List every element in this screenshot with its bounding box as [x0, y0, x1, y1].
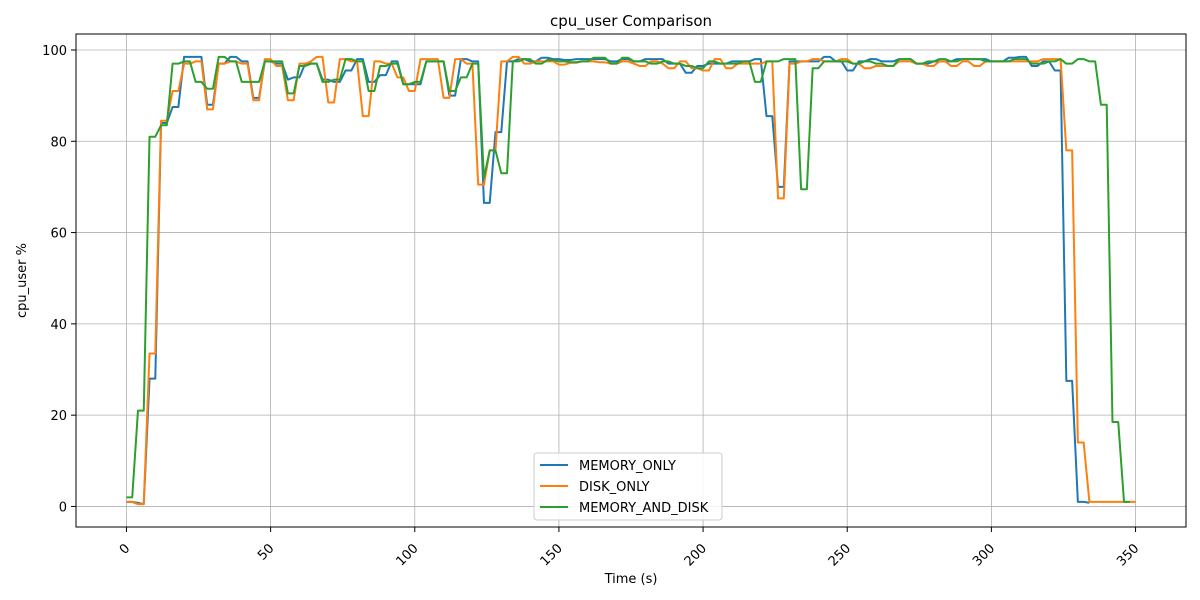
y-tick-label: 40 — [50, 318, 67, 333]
y-axis-title: cpu_user % — [15, 243, 30, 318]
y-tick-label: 0 — [59, 500, 67, 515]
series-lines — [126, 55, 1136, 506]
legend: MEMORY_ONLY DISK_ONLY MEMORY_AND_DISK — [533, 452, 723, 521]
chart-title: cpu_user Comparison — [550, 12, 712, 31]
x-axis-title: Time (s) — [604, 572, 658, 587]
legend-label: MEMORY_ONLY — [579, 459, 676, 474]
legend-label: MEMORY_AND_DISK — [579, 501, 709, 516]
legend-box — [533, 452, 723, 521]
y-tick-label: 80 — [50, 135, 67, 150]
legend-label: DISK_ONLY — [579, 480, 650, 495]
series-line-memory-and-disk — [126, 55, 1130, 503]
legend-entries: MEMORY_ONLY DISK_ONLY MEMORY_AND_DISK — [540, 459, 709, 516]
series-line-disk-only — [126, 55, 1136, 506]
y-tick-label: 20 — [50, 409, 67, 424]
y-tick-label: 100 — [42, 44, 67, 59]
grid — [76, 34, 1186, 527]
y-axis-ticks: 0 20 40 60 80 100 — [42, 44, 76, 515]
y-tick-label: 60 — [50, 227, 67, 242]
plot-area-frame — [75, 33, 1187, 528]
